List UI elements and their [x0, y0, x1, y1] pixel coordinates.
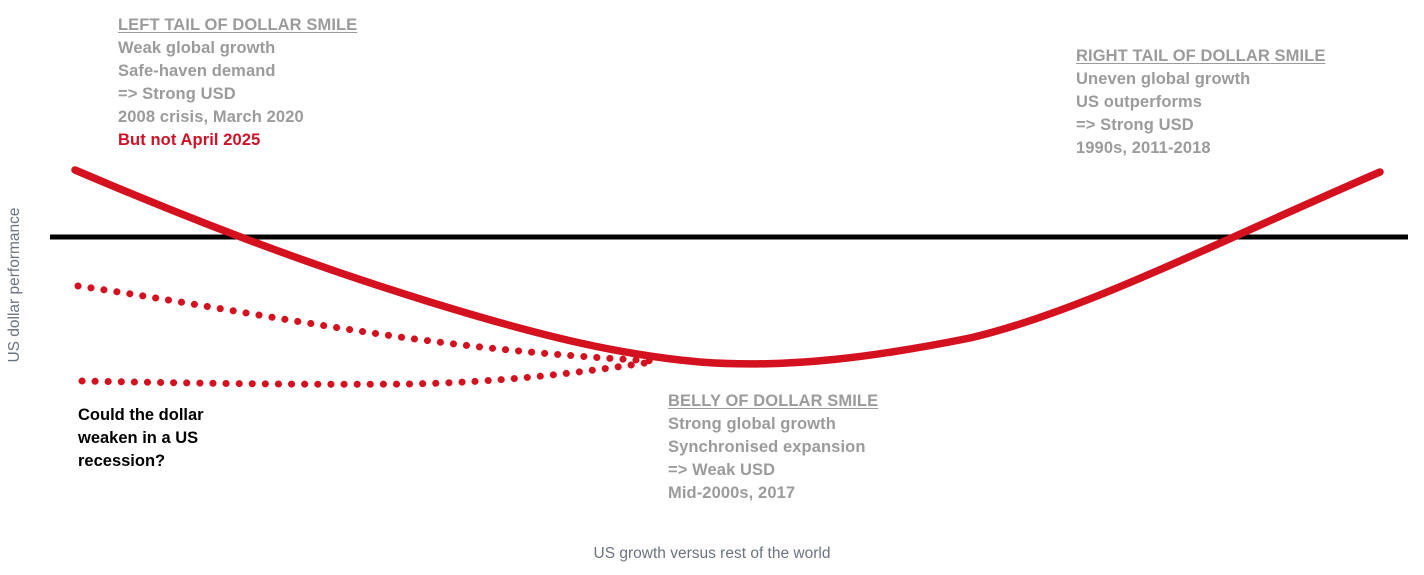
- annotation-right-tail-heading: RIGHT TAIL OF DOLLAR SMILE: [1076, 47, 1326, 65]
- annotation-right-tail: RIGHT TAIL OF DOLLAR SMILE Uneven global…: [1076, 45, 1325, 160]
- annotation-right-tail-line-1: Uneven global growth: [1076, 70, 1251, 88]
- y-axis-label: US dollar performance: [6, 207, 23, 363]
- recession-path-upper-dotted: [74, 282, 659, 365]
- x-axis-label: US growth versus rest of the world: [593, 545, 831, 562]
- annotation-left-tail-line-3: => Strong USD: [118, 85, 236, 103]
- annotation-left-tail-line-2: Safe-haven demand: [118, 62, 276, 80]
- annotation-left-tail-line-4: 2008 crisis, March 2020: [118, 108, 304, 126]
- y-axis-label-wrapper: US dollar performance: [2, 155, 28, 415]
- recession-question-label: Could the dollar weaken in a US recessio…: [78, 404, 204, 473]
- dollar-smile-curve: [71, 166, 1384, 368]
- annotation-belly: BELLY OF DOLLAR SMILE Strong global grow…: [668, 390, 878, 505]
- annotation-left-tail-line-1: Weak global growth: [118, 39, 276, 57]
- annotation-right-tail-line-2: US outperforms: [1076, 93, 1203, 111]
- recession-question-line-1: Could the dollar: [78, 406, 204, 424]
- annotation-left-tail-accent: But not April 2025: [118, 131, 261, 149]
- annotation-right-tail-line-4: 1990s, 2011-2018: [1076, 139, 1211, 157]
- recession-path-lower-dotted: [78, 359, 649, 388]
- annotation-belly-line-4: Mid-2000s, 2017: [668, 484, 796, 502]
- recession-question-line-2: weaken in a US: [78, 429, 199, 447]
- annotation-left-tail-heading: LEFT TAIL OF DOLLAR SMILE: [118, 16, 358, 34]
- annotation-left-tail: LEFT TAIL OF DOLLAR SMILE Weak global gr…: [118, 14, 357, 152]
- annotation-belly-line-2: Synchronised expansion: [668, 438, 866, 456]
- recession-question-line-3: recession?: [78, 452, 166, 470]
- annotation-belly-heading: BELLY OF DOLLAR SMILE: [668, 392, 879, 410]
- annotation-right-tail-line-3: => Strong USD: [1076, 116, 1194, 134]
- annotation-belly-line-1: Strong global growth: [668, 415, 836, 433]
- annotation-belly-line-3: => Weak USD: [668, 461, 776, 479]
